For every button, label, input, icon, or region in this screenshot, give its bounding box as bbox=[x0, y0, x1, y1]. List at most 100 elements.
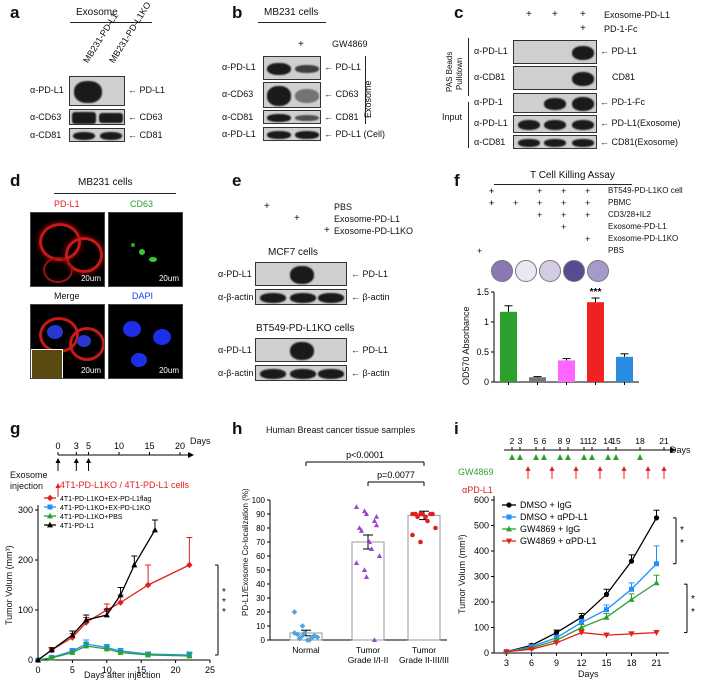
i-point-0-2 bbox=[553, 630, 560, 636]
h-point-2-7 bbox=[423, 514, 428, 520]
h-point-1-11 bbox=[361, 567, 368, 572]
g-ytick-label-3: 300 bbox=[18, 505, 33, 515]
c-pull1: PAS Beads bbox=[445, 51, 454, 92]
h-point-2-6 bbox=[415, 514, 420, 520]
g-timeline-arrow bbox=[188, 452, 194, 458]
g-point-2-6 bbox=[145, 651, 152, 658]
h-point-0-0 bbox=[291, 609, 298, 615]
e-l3: α-PD-L1 bbox=[218, 345, 252, 355]
i-point-1-5 bbox=[629, 586, 634, 592]
i-point-2-6 bbox=[653, 579, 660, 586]
g-tl-label-4: 15 bbox=[144, 441, 154, 451]
f-well-3 bbox=[563, 260, 585, 282]
g-tl-label-5: 20 bbox=[175, 441, 185, 451]
g-point-2-5 bbox=[117, 649, 124, 655]
f-bar-3 bbox=[587, 302, 604, 382]
h-point-2-8 bbox=[425, 518, 430, 524]
g-point-3-4 bbox=[103, 611, 110, 618]
h-point-0-10 bbox=[291, 630, 298, 636]
c-l2: α-CD81 bbox=[474, 72, 506, 82]
c-blot-2 bbox=[513, 66, 597, 90]
i-legend-text-2: GW4869 + IgG bbox=[520, 524, 580, 534]
i-xtick-label-4: 15 bbox=[601, 658, 611, 668]
h-point-0-6 bbox=[296, 635, 303, 642]
f-plus-0-2: + bbox=[537, 186, 543, 196]
i-gw-arrow-10 bbox=[637, 454, 643, 460]
d-image-pdl1: 20um bbox=[30, 212, 105, 287]
g-inj: Exosome injection bbox=[10, 470, 48, 491]
b-side-label: Exosome bbox=[363, 80, 373, 118]
panel-label-e: e bbox=[232, 171, 242, 190]
d-scale-3: 20um bbox=[80, 366, 101, 375]
f-well-2 bbox=[539, 260, 561, 282]
c-r5: ← CD81(Exosome) bbox=[600, 137, 679, 147]
g-tl-label-2: 5 bbox=[86, 441, 91, 451]
i-star-b1: * bbox=[691, 594, 695, 605]
f-plus-1-2: + bbox=[537, 198, 543, 208]
g-legend-text-3: 4T1-PD-L1 bbox=[60, 523, 94, 530]
e-cell2: BT549-PD-L1KO cells bbox=[256, 323, 355, 334]
g-point-3-7 bbox=[151, 526, 158, 533]
f-plus-0-4: + bbox=[585, 186, 591, 196]
h-xlabel-0-0: Normal bbox=[292, 645, 320, 655]
c-p2: + bbox=[552, 9, 558, 20]
panel-label-d: d bbox=[10, 171, 21, 190]
e-l1: α-PD-L1 bbox=[218, 269, 252, 279]
g-xtick-label-0: 0 bbox=[35, 665, 40, 675]
d-image-cd63: 20um bbox=[108, 212, 183, 287]
e-plus-3: + bbox=[324, 225, 330, 236]
h-ytick-label-6: 60 bbox=[256, 552, 265, 561]
g-point-2-2 bbox=[69, 649, 76, 655]
i-xlabel: Days bbox=[578, 669, 599, 679]
h-ytick-label-2: 20 bbox=[256, 608, 265, 617]
b-blot-cd81 bbox=[263, 110, 321, 124]
panel-label-a: a bbox=[10, 3, 20, 22]
e-plus-2: + bbox=[294, 213, 300, 224]
i-point-2-3 bbox=[578, 624, 585, 630]
f-ytick-label-3: 1.5 bbox=[476, 287, 489, 297]
e-r2: ← β-actin bbox=[351, 292, 390, 302]
d-title: MB231 cells bbox=[78, 177, 133, 188]
i-legend-text-3: GW4869 + αPD-L1 bbox=[520, 536, 597, 546]
f-well-1 bbox=[515, 260, 537, 282]
panel-label-f: f bbox=[454, 171, 460, 190]
i-apd-head-2 bbox=[573, 466, 579, 471]
e-treat-2: Exosome-PD-L1 bbox=[334, 214, 401, 224]
g-xtick-label-2: 10 bbox=[102, 665, 112, 675]
g-inj-head-2 bbox=[86, 458, 91, 463]
i-legend-marker-2 bbox=[506, 525, 512, 532]
h-point-1-4 bbox=[373, 522, 380, 528]
b-plus: + bbox=[298, 39, 304, 50]
f-ytick-label-1: 0.5 bbox=[476, 347, 489, 357]
i-point-3-6 bbox=[653, 630, 660, 636]
h-point-1-5 bbox=[356, 525, 363, 530]
g-legend-marker-2 bbox=[47, 512, 53, 519]
d-label-merge: Merge bbox=[54, 291, 80, 301]
d-image-dapi: 20um bbox=[108, 304, 183, 379]
f-plus-1-0: + bbox=[489, 198, 495, 208]
e-blot-4 bbox=[255, 365, 347, 381]
i-tl-label-6: 11 bbox=[580, 436, 589, 446]
i-apd-head-3 bbox=[597, 466, 603, 471]
f-ytick-label-0: 0 bbox=[484, 377, 489, 387]
g-star-2: * bbox=[222, 607, 226, 618]
i-timeline-arrow bbox=[670, 447, 676, 453]
h-point-1-13 bbox=[371, 637, 378, 642]
g-point-3-5 bbox=[117, 591, 124, 598]
g-point-0-7 bbox=[186, 561, 193, 569]
d-label-pdl1: PD-L1 bbox=[54, 199, 80, 209]
g-line-0 bbox=[37, 564, 190, 661]
e-l2: α-β-actin bbox=[218, 292, 254, 302]
i-apd-head-5 bbox=[645, 466, 651, 471]
d-scale-4: 20um bbox=[158, 366, 179, 375]
c-p4: + bbox=[580, 23, 586, 34]
h-point-0-1 bbox=[299, 623, 306, 629]
c-l1: α-PD-L1 bbox=[474, 46, 508, 56]
g-inj-head-0 bbox=[55, 458, 61, 463]
i-gw-arrow-2 bbox=[533, 454, 539, 460]
f-plus-1-0: + bbox=[489, 198, 495, 208]
g-tl-label-0: 0 bbox=[55, 441, 60, 451]
h-p1: p<0.0001 bbox=[346, 450, 384, 460]
h-point-2-10 bbox=[410, 532, 415, 538]
